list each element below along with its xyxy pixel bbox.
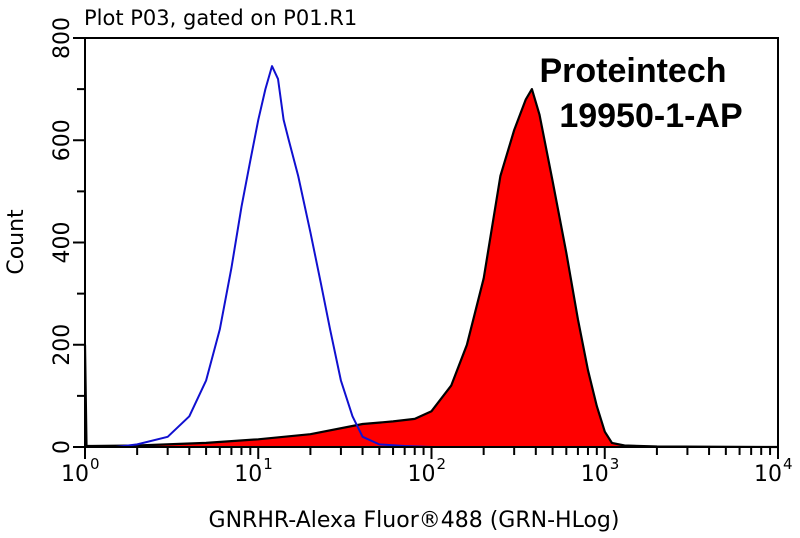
isotype-control-histogram	[115, 65, 432, 448]
y-tick-label: 400	[50, 222, 75, 264]
y-tick-label: 600	[50, 119, 75, 161]
x-tick-exponent: 1	[263, 455, 273, 473]
y-tick-label: 800	[50, 17, 75, 59]
x-tick-exponent: 4	[783, 455, 793, 473]
x-axis: 10 0 10 1 10 2 10 3 10 4	[61, 447, 793, 487]
y-tick-label: 200	[50, 324, 75, 366]
annotation-brand: Proteintech	[539, 52, 726, 90]
y-axis: 0 200 400 600 800	[50, 17, 85, 454]
antibody-histogram-outline	[83, 88, 779, 449]
x-tick-label: 10 1	[234, 455, 273, 487]
x-tick-label: 10 0	[61, 455, 100, 487]
y-axis-label: Count	[4, 209, 29, 275]
series-layer	[83, 65, 779, 449]
x-tick-label: 10 3	[581, 455, 620, 487]
x-tick-label: 10 4	[754, 455, 793, 487]
x-tick-base: 10	[754, 462, 782, 487]
x-tick-label: 10 2	[408, 455, 447, 487]
antibody-histogram-fill	[85, 89, 778, 447]
x-axis-label: GNRHR-Alexa Fluor®488 (GRN-HLog)	[209, 508, 620, 533]
y-tick-label: 0	[50, 440, 75, 454]
plot-title: Plot P03, gated on P01.R1	[84, 6, 357, 30]
x-tick-exponent: 0	[90, 455, 100, 473]
x-tick-base: 10	[61, 462, 89, 487]
x-tick-base: 10	[408, 462, 436, 487]
x-tick-base: 10	[234, 462, 262, 487]
annotation-catalog-number: 19950-1-AP	[559, 97, 742, 135]
x-tick-exponent: 2	[437, 455, 447, 473]
x-tick-base: 10	[581, 462, 609, 487]
x-tick-exponent: 3	[610, 455, 620, 473]
